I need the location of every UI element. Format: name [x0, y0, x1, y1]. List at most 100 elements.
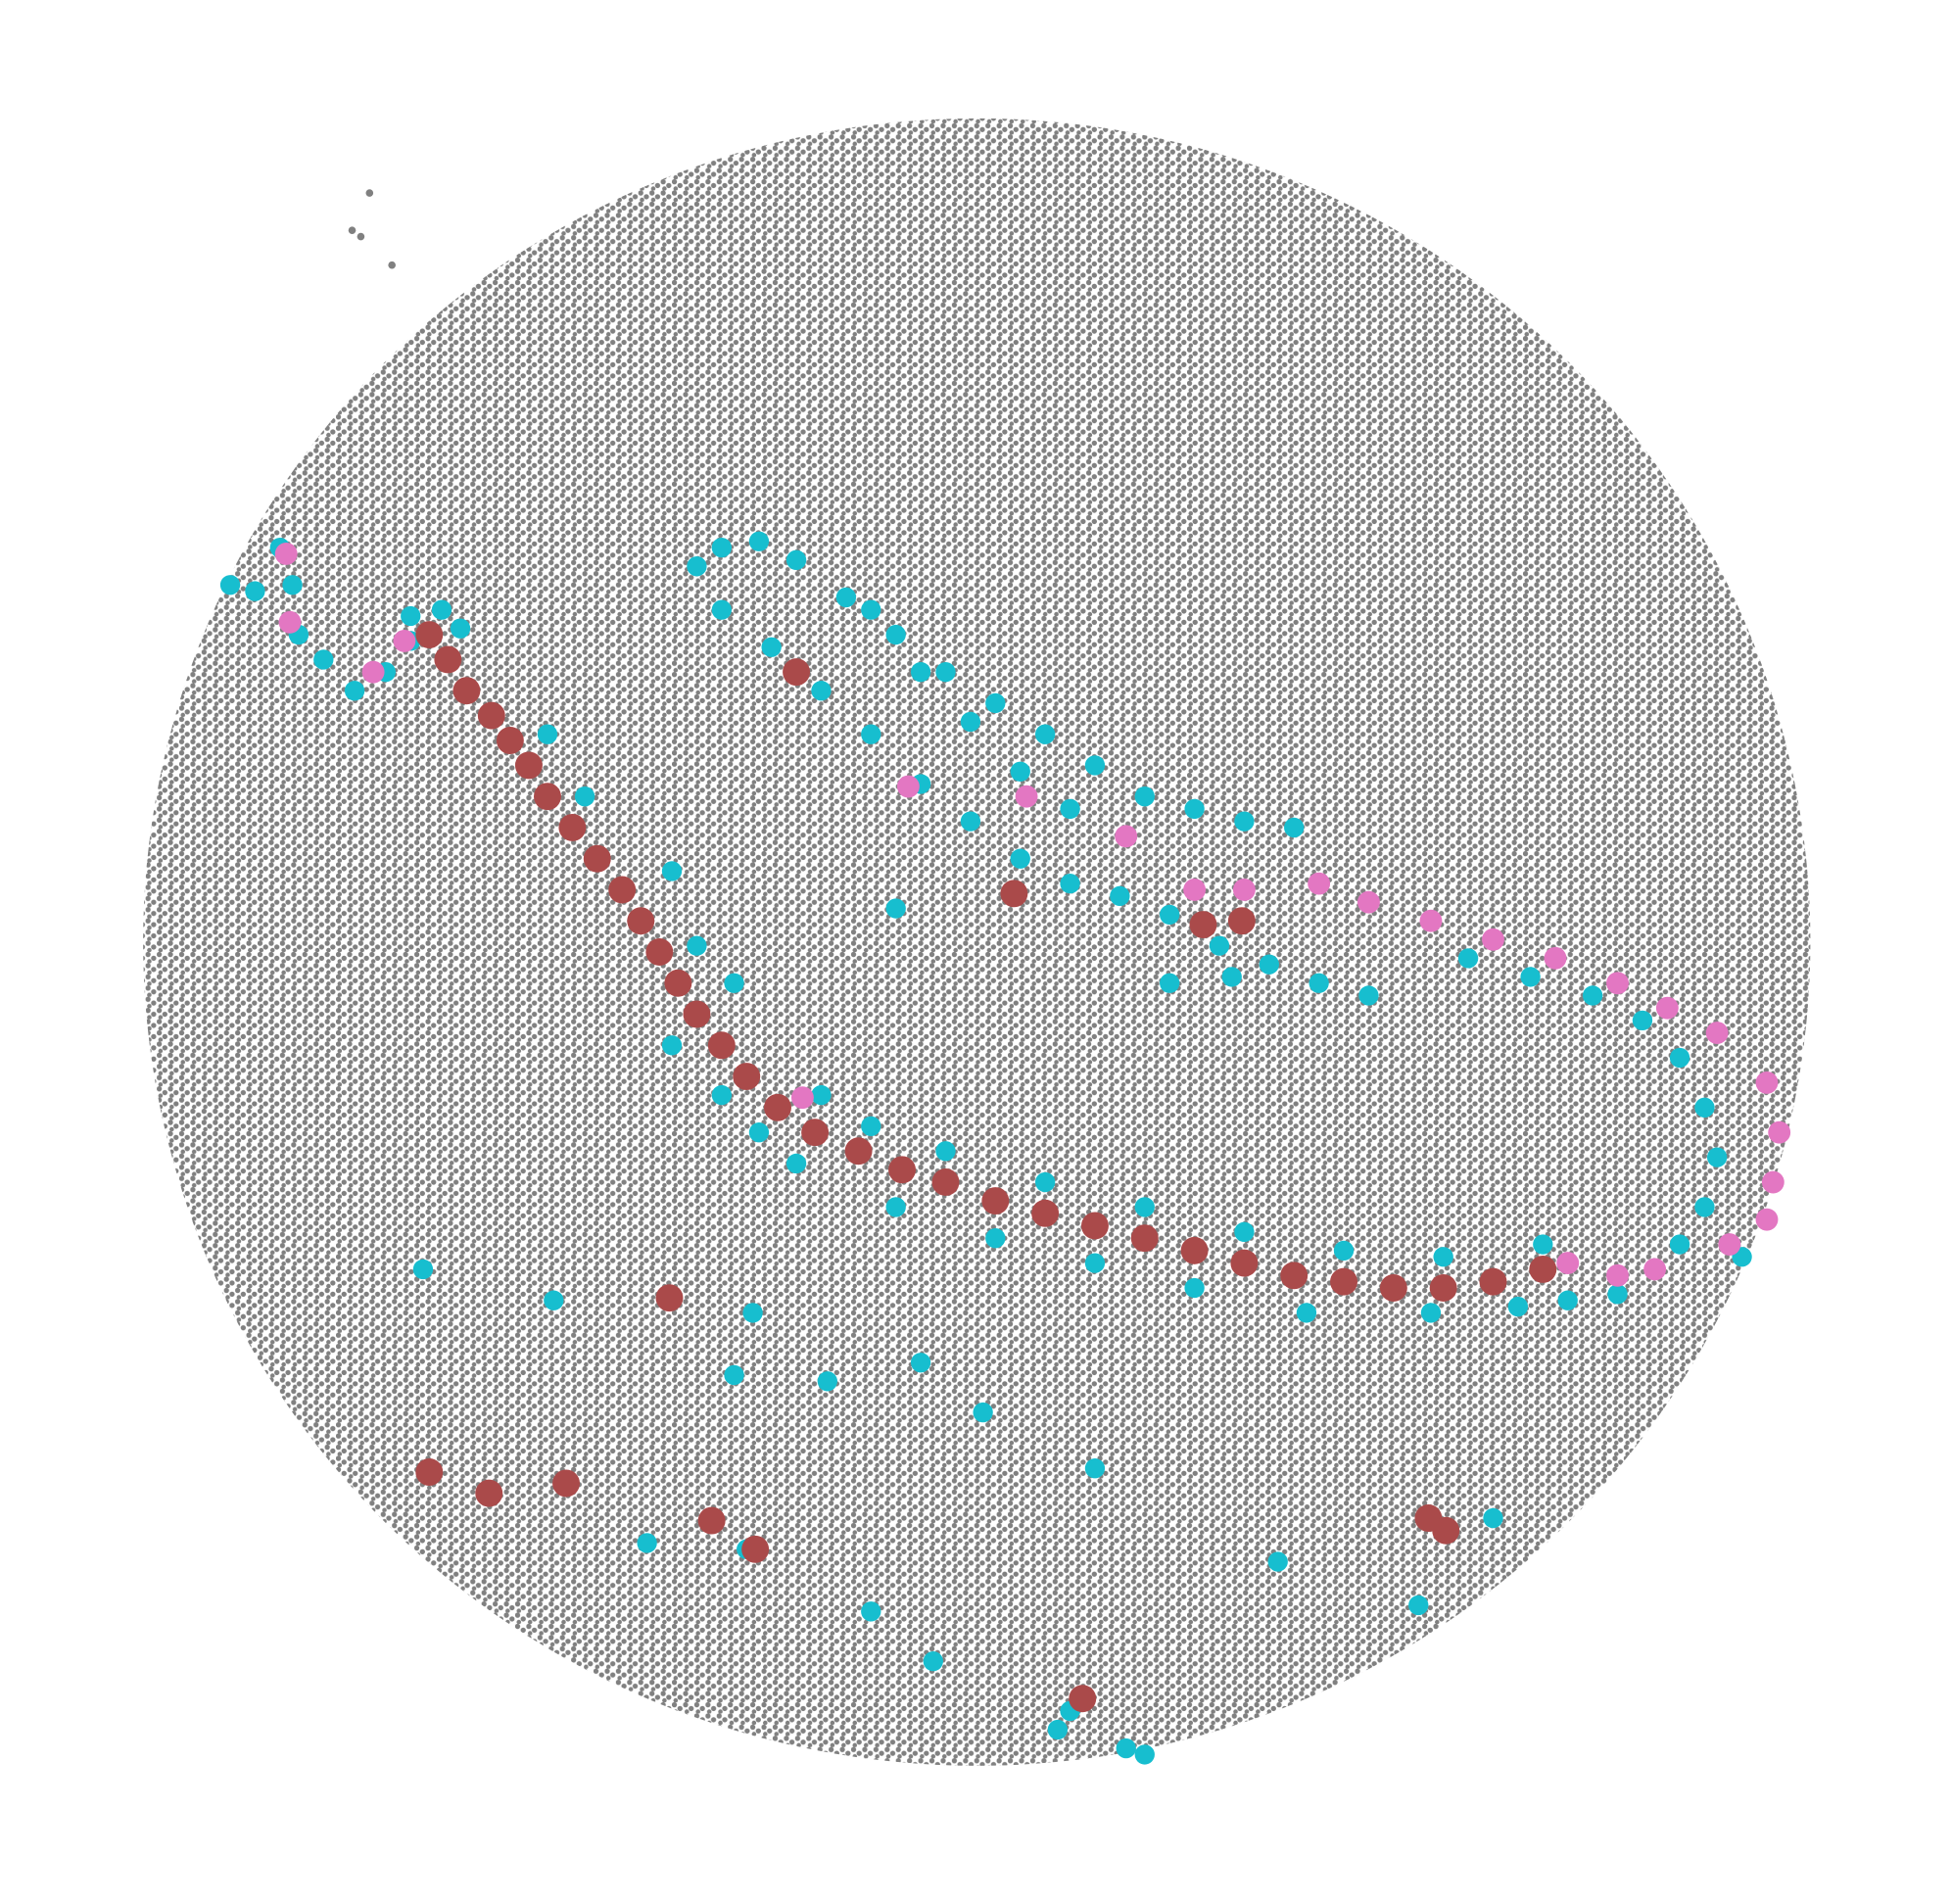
point: [1232, 879, 1256, 901]
point: [1429, 1274, 1457, 1302]
point: [931, 1168, 960, 1196]
point: [748, 531, 770, 551]
point: [1189, 911, 1217, 939]
point: [1010, 848, 1030, 869]
point: [1134, 1197, 1155, 1217]
point: [477, 701, 505, 730]
point: [1234, 1221, 1255, 1243]
point: [1606, 972, 1629, 995]
point: [475, 1479, 503, 1507]
point: [935, 661, 956, 683]
point: [1308, 872, 1331, 895]
point: [1607, 1284, 1628, 1305]
point: [687, 935, 707, 956]
point: [1582, 985, 1603, 1006]
point: [1705, 1022, 1729, 1045]
point: [741, 1535, 770, 1563]
point: [1357, 890, 1380, 914]
point: [348, 226, 357, 234]
point: [357, 232, 365, 241]
point: [450, 618, 471, 639]
point: [1420, 1303, 1442, 1323]
point: [885, 1197, 906, 1217]
point: [574, 786, 595, 807]
point: [896, 775, 920, 798]
point: [1034, 724, 1056, 744]
point: [552, 1469, 581, 1498]
point: [1643, 1258, 1667, 1281]
point: [1084, 1253, 1106, 1273]
point: [1419, 909, 1443, 932]
point: [711, 599, 732, 620]
point: [1010, 761, 1030, 782]
point: [801, 1119, 830, 1147]
point: [1358, 985, 1379, 1006]
point: [1110, 885, 1130, 906]
point: [785, 1153, 807, 1174]
point: [661, 1035, 683, 1056]
point: [278, 610, 302, 634]
point: [861, 1116, 881, 1137]
point: [1160, 904, 1180, 926]
point: [434, 645, 462, 674]
point: [1755, 1071, 1779, 1094]
point: [811, 681, 832, 701]
point: [393, 629, 416, 652]
point: [388, 261, 396, 269]
point: [910, 1353, 931, 1373]
point: [985, 692, 1006, 714]
point: [861, 599, 881, 620]
point: [683, 1000, 711, 1028]
point: [785, 549, 807, 570]
point: [1433, 1247, 1453, 1267]
point: [861, 1601, 881, 1622]
point: [534, 783, 561, 811]
point: [844, 1137, 873, 1166]
point: [401, 605, 421, 627]
point: [1184, 1277, 1205, 1299]
point: [960, 711, 981, 733]
point: [1267, 1551, 1288, 1572]
point: [1031, 1199, 1060, 1227]
point: [1080, 1212, 1109, 1240]
point: [655, 1284, 684, 1312]
point: [1507, 1296, 1529, 1317]
point: [1669, 1234, 1690, 1255]
point: [742, 1303, 763, 1323]
point: [415, 621, 444, 649]
point: [274, 543, 298, 565]
point: [1284, 817, 1305, 838]
point: [1221, 967, 1242, 987]
point: [1330, 1267, 1358, 1296]
point: [1134, 786, 1155, 807]
point: [935, 1141, 956, 1162]
point: [707, 1031, 736, 1060]
point: [412, 1259, 434, 1280]
point: [627, 907, 655, 935]
point: [1482, 928, 1504, 951]
point: [1184, 798, 1205, 820]
point: [1034, 1171, 1056, 1193]
point: [1457, 948, 1479, 969]
point: [452, 677, 481, 705]
point: [748, 1122, 770, 1143]
point: [687, 556, 707, 577]
point: [761, 637, 782, 657]
point: [1694, 1097, 1715, 1118]
point: [861, 724, 881, 744]
point: [1183, 879, 1207, 901]
point: [1432, 1516, 1460, 1545]
point: [537, 724, 558, 744]
point: [835, 587, 857, 608]
point: [817, 1371, 837, 1392]
point: [219, 575, 241, 595]
point: [733, 1063, 761, 1091]
point: [1479, 1267, 1507, 1296]
point: [1180, 1236, 1209, 1264]
point: [365, 189, 374, 197]
point: [496, 727, 524, 755]
point: [973, 1402, 993, 1423]
point: [1069, 1685, 1097, 1713]
point: [1259, 954, 1279, 975]
